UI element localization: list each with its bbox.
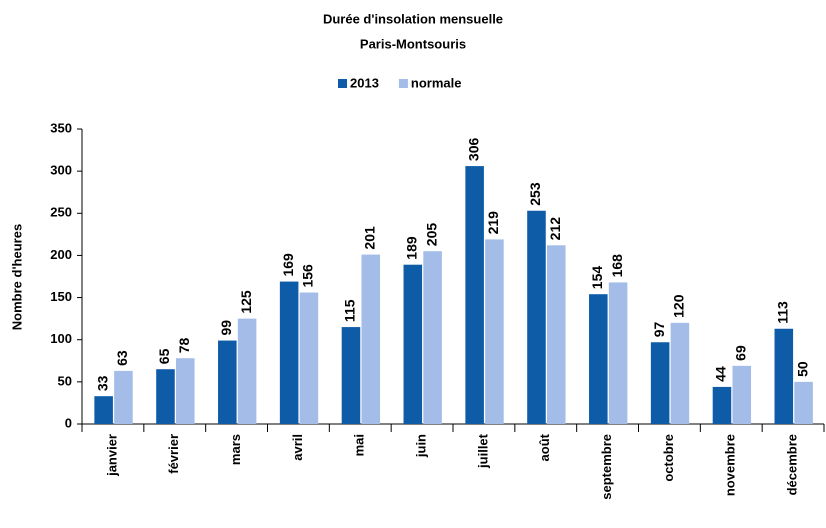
legend-swatch — [338, 79, 347, 88]
data-label: 205 — [423, 223, 439, 247]
bar — [527, 210, 546, 424]
data-label: 168 — [609, 254, 625, 278]
bar — [423, 251, 442, 424]
bar — [341, 327, 361, 424]
bar — [299, 292, 319, 424]
chart-subtitle: Paris-Montsouris — [360, 36, 466, 51]
x-tick-label: septembre — [599, 434, 614, 500]
y-tick-label: 200 — [50, 247, 72, 262]
bar — [218, 340, 237, 424]
x-tick-label: août — [537, 433, 552, 461]
data-label: 212 — [547, 217, 563, 241]
data-label: 63 — [114, 350, 130, 366]
bar — [608, 282, 628, 424]
x-tick-label: décembre — [785, 434, 800, 495]
bar — [589, 294, 608, 424]
bar — [156, 369, 175, 424]
x-tick-label: avril — [290, 434, 305, 461]
data-label: 125 — [238, 290, 254, 314]
bar — [361, 254, 381, 424]
x-tick-label: mai — [352, 434, 367, 456]
data-label: 154 — [589, 266, 605, 290]
bar — [114, 370, 133, 424]
data-label: 33 — [94, 375, 110, 391]
data-label: 253 — [527, 182, 543, 206]
bar — [279, 281, 299, 424]
data-label: 78 — [176, 337, 192, 353]
bar — [546, 245, 566, 424]
bar — [485, 239, 504, 424]
data-label: 99 — [218, 320, 234, 336]
y-tick-label: 150 — [50, 289, 72, 304]
bar — [650, 342, 670, 424]
data-label: 169 — [280, 253, 296, 277]
x-tick-label: juillet — [475, 433, 490, 469]
legend-label: 2013 — [350, 75, 379, 90]
data-label: 44 — [713, 366, 729, 382]
data-label: 120 — [671, 294, 687, 318]
bar — [670, 322, 690, 424]
data-label: 201 — [361, 226, 377, 250]
bar — [465, 166, 484, 425]
bar — [732, 365, 752, 424]
data-label: 113 — [775, 301, 791, 324]
y-axis-label: Nombre d'heures — [9, 224, 24, 330]
bar — [774, 328, 794, 424]
data-label: 306 — [465, 138, 481, 162]
legend-label: normale — [411, 75, 462, 90]
x-tick-label: janvier — [104, 434, 119, 477]
bar — [237, 318, 257, 424]
data-label: 65 — [156, 348, 172, 364]
bar — [712, 386, 732, 424]
x-tick-label: mars — [228, 434, 243, 465]
x-tick-label: novembre — [723, 434, 738, 496]
data-label: 219 — [485, 211, 501, 235]
y-tick-label: 100 — [50, 331, 72, 346]
chart-title: Durée d'insolation mensuelle — [323, 11, 503, 26]
data-label: 69 — [732, 345, 748, 361]
legend-swatch — [398, 79, 408, 88]
bar — [175, 358, 195, 424]
data-label: 115 — [342, 299, 358, 322]
data-label: 156 — [300, 264, 316, 288]
bar — [794, 381, 813, 424]
data-label: 97 — [651, 321, 667, 337]
bar — [94, 396, 113, 424]
y-tick-label: 250 — [50, 205, 72, 220]
y-tick-label: 50 — [58, 373, 72, 388]
data-label: 50 — [794, 361, 810, 377]
y-tick-label: 300 — [50, 163, 72, 178]
y-tick-label: 350 — [50, 120, 72, 135]
data-label: 189 — [404, 236, 420, 260]
bar — [403, 264, 423, 424]
y-tick-label: 0 — [65, 415, 72, 430]
x-tick-label: juin — [414, 434, 429, 458]
x-tick-label: octobre — [661, 434, 676, 482]
x-tick-label: février — [166, 434, 181, 474]
